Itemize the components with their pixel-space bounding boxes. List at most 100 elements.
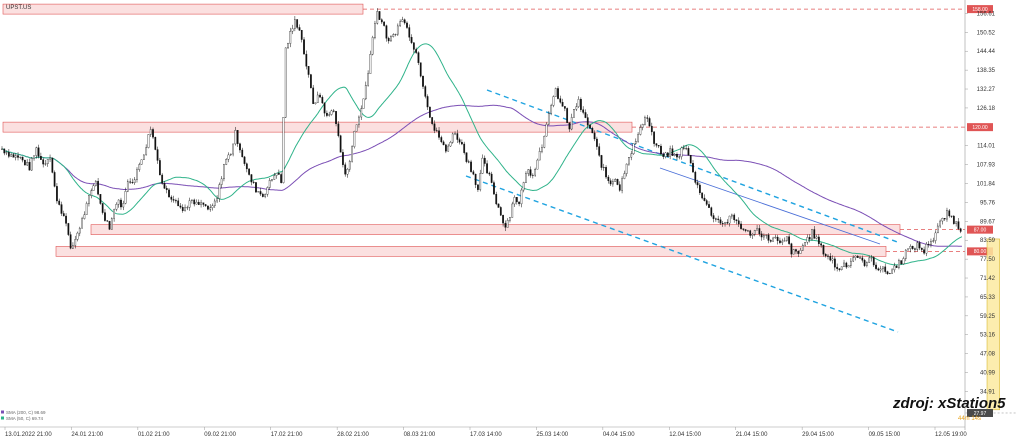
y-tick-label: 132.27 <box>977 87 996 93</box>
candle-body <box>136 169 138 180</box>
candle-body <box>708 204 710 208</box>
candle-body <box>543 135 546 148</box>
candle-body <box>550 105 553 114</box>
zone-layer: 158.00 120.00 87.00 80.00 <box>2 3 1000 411</box>
candle-body <box>918 242 921 249</box>
candle-body <box>92 185 95 191</box>
candle-body <box>154 136 157 150</box>
level-tag <box>967 247 993 256</box>
candle-body <box>417 52 420 63</box>
candle-body <box>74 239 77 246</box>
candle-body <box>882 266 884 270</box>
candle-body <box>904 249 907 259</box>
candle-body <box>891 269 893 274</box>
x-tick-label: 24.01 21:00 <box>71 432 103 438</box>
candle-body <box>277 172 280 175</box>
y-tick-label: 101.84 <box>977 182 996 188</box>
candle-body <box>808 237 811 240</box>
sr-zone <box>2 3 364 15</box>
candle-body <box>877 268 880 271</box>
candle-body <box>495 194 498 205</box>
candle-body <box>280 174 283 183</box>
candle-body <box>561 102 564 107</box>
candle-body <box>383 21 385 26</box>
candle-body <box>191 199 193 201</box>
candle-body <box>930 241 932 245</box>
candle-body <box>859 257 861 259</box>
candle-body <box>666 152 669 157</box>
candle-body <box>19 156 22 158</box>
candle-body <box>680 147 683 157</box>
candle-body <box>104 212 106 221</box>
candle-body <box>110 218 113 230</box>
y-tick-label: 83.59 <box>980 238 996 244</box>
candle-body <box>934 232 937 241</box>
candle-body <box>310 74 312 89</box>
candle-body <box>925 243 928 254</box>
candle-body <box>600 155 603 168</box>
candle-body <box>795 249 797 252</box>
candle-body <box>296 19 299 28</box>
candle-body <box>822 245 825 255</box>
candle-body <box>117 199 120 205</box>
candle-body <box>856 255 859 258</box>
candle-body <box>197 201 200 205</box>
candle-body <box>362 98 365 109</box>
gap-highlight <box>986 238 1000 411</box>
candle-body <box>380 19 383 23</box>
candle-body <box>815 236 818 239</box>
candle-body <box>946 210 948 220</box>
candle-body <box>396 25 399 35</box>
candle-body <box>669 148 671 157</box>
candle-body <box>30 158 33 171</box>
y-tick-label: 77.50 <box>980 257 996 263</box>
candle-body <box>433 123 436 131</box>
candle-body <box>248 168 250 175</box>
legend-swatch <box>1 410 4 414</box>
candle-body <box>138 164 141 171</box>
candle-body <box>655 143 658 146</box>
candle-body <box>133 179 136 183</box>
candle-body <box>348 161 351 170</box>
candle-body <box>513 197 516 205</box>
candle-body <box>518 201 520 205</box>
level-tag <box>967 123 993 132</box>
candle-body <box>673 153 676 156</box>
candle-body <box>124 191 127 204</box>
candle-body <box>863 260 866 266</box>
candle-body <box>113 209 115 219</box>
candle-body <box>914 248 916 250</box>
candle-body <box>751 234 754 236</box>
candle-body <box>447 145 450 152</box>
candle-body <box>893 265 896 271</box>
candle-body <box>44 163 47 165</box>
candle-body <box>451 133 454 143</box>
candle-body <box>287 43 289 49</box>
candle-body <box>461 142 463 145</box>
candle-body <box>479 173 482 190</box>
candle-body <box>5 152 8 154</box>
candle-body <box>261 193 264 197</box>
candle-body <box>403 19 406 24</box>
level-tag-label: 120.00 <box>972 125 988 131</box>
level-tag <box>967 5 993 14</box>
candle-body <box>753 230 756 235</box>
candle-body <box>387 38 390 42</box>
candle-body <box>390 36 392 42</box>
candle-body <box>184 207 186 211</box>
current-price-label: 27.97 <box>974 411 987 417</box>
candle-body <box>662 154 665 157</box>
candle-body <box>916 242 919 250</box>
candle-body <box>12 154 15 158</box>
candle-body <box>252 181 255 183</box>
candle-body <box>847 265 850 268</box>
x-tick-label: 28.02 21:00 <box>337 432 369 438</box>
candle-body <box>872 257 875 266</box>
candle-body <box>275 172 278 176</box>
y-tick-label: 114.01 <box>977 144 996 150</box>
candle-body <box>239 143 241 151</box>
candle-body <box>319 94 321 98</box>
candle-body <box>369 54 372 74</box>
candle-body <box>97 180 99 195</box>
level-tag <box>967 225 993 234</box>
